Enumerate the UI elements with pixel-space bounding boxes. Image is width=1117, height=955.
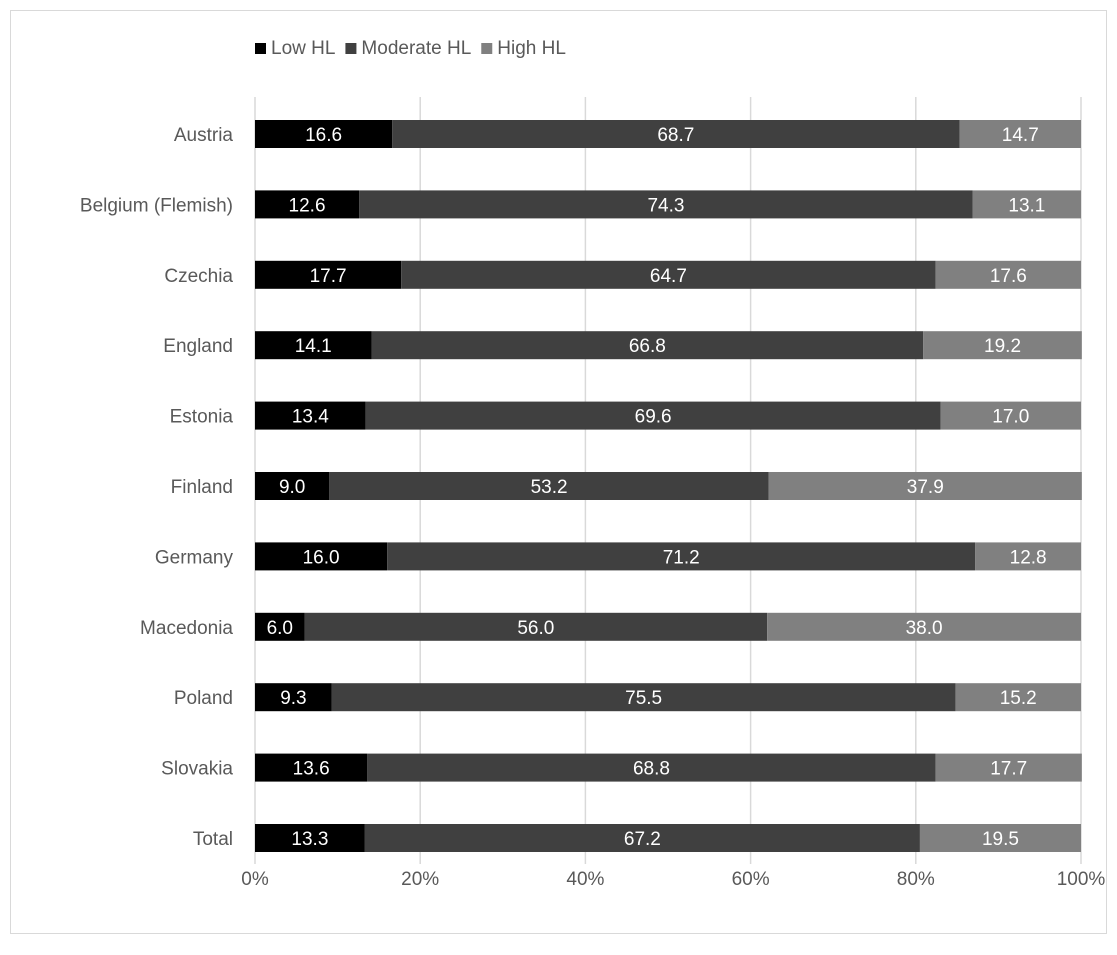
bar-macedonia-high-hl [767, 612, 1081, 641]
bar-austria-low-hl [255, 120, 393, 148]
data-label-total-high-hl: 19.5 [982, 829, 1019, 850]
data-label-belgium-flemish-high-hl: 13.1 [1008, 195, 1045, 216]
legend-swatch-moderate-hl [345, 43, 357, 54]
category-labels: Austria Belgium (Flemish) Czechia England Es… [80, 125, 234, 850]
category-label-slovakia: Slovakia [161, 759, 233, 780]
tick-label-40: 40% [566, 869, 604, 890]
data-label-slovakia-moderate-hl: 68.8 [633, 759, 670, 780]
bars [255, 120, 1082, 852]
bar-total-low-hl [255, 824, 365, 852]
category-label-austria: Austria [174, 125, 234, 146]
bar-estonia-low-hl [255, 401, 366, 430]
category-label-poland: Poland [174, 688, 233, 709]
category-label-estonia: Estonia [170, 407, 234, 428]
bar-belgium-flemish-high-hl [972, 190, 1081, 219]
category-label-england: England [163, 336, 233, 357]
category-label-total: Total [193, 829, 233, 850]
data-label-estonia-moderate-hl: 69.6 [635, 407, 672, 428]
data-label-czechia-low-hl: 17.7 [310, 266, 347, 287]
data-label-germany-moderate-hl: 71.2 [663, 547, 700, 568]
bar-finland-high-hl [768, 472, 1082, 500]
bar-estonia-high-hl [940, 401, 1081, 430]
category-label-finland: Finland [171, 477, 233, 498]
bar-czechia-high-hl [935, 260, 1081, 289]
bar-belgium-flemish-moderate-hl [359, 190, 973, 219]
bar-belgium-flemish-low-hl [255, 190, 360, 219]
bar-poland-low-hl [255, 683, 332, 712]
bar-england-moderate-hl [371, 331, 924, 360]
data-label-macedonia-high-hl: 38.0 [906, 618, 943, 639]
category-label-macedonia: Macedonia [140, 618, 233, 639]
bar-germany-low-hl [255, 542, 388, 571]
data-label-czechia-high-hl: 17.6 [990, 266, 1027, 287]
tick-label-80: 80% [897, 869, 935, 890]
data-label-austria-moderate-hl: 68.7 [657, 125, 694, 146]
data-label-macedonia-low-hl: 6.0 [267, 618, 293, 639]
bar-total-high-hl [919, 824, 1081, 852]
tick-label-60: 60% [732, 869, 770, 890]
data-label-slovakia-high-hl: 17.7 [990, 759, 1027, 780]
bar-macedonia-moderate-hl [304, 612, 768, 641]
data-label-total-moderate-hl: 67.2 [624, 829, 661, 850]
bar-germany-moderate-hl [387, 542, 976, 571]
bar-total-moderate-hl [364, 824, 920, 852]
data-label-england-low-hl: 14.1 [295, 336, 332, 357]
data-label-finland-high-hl: 37.9 [907, 477, 944, 498]
bar-slovakia-low-hl [255, 753, 368, 782]
category-label-belgium-flemish: Belgium (Flemish) [80, 195, 233, 216]
data-label-estonia-high-hl: 17.0 [992, 407, 1029, 428]
data-label-belgium-flemish-moderate-hl: 74.3 [647, 195, 684, 216]
stacked-bar-chart: 16.6 68.7 14.7 12.6 74.3 13.1 17.7 64.7 17.6 14.1… [80, 38, 1105, 890]
data-label-england-moderate-hl: 66.8 [629, 336, 666, 357]
category-label-germany: Germany [155, 547, 234, 568]
bar-slovakia-moderate-hl [367, 753, 936, 782]
tick-label-20: 20% [401, 869, 439, 890]
data-label-czechia-moderate-hl: 64.7 [650, 266, 687, 287]
data-label-total-low-hl: 13.3 [291, 829, 328, 850]
legend: Low HL Moderate HL High HL [255, 38, 566, 59]
bar-poland-moderate-hl [331, 683, 956, 712]
data-label-belgium-flemish-low-hl: 12.6 [289, 195, 326, 216]
bar-macedonia-low-hl [255, 612, 305, 641]
tick-label-0: 0% [241, 869, 269, 890]
data-label-germany-low-hl: 16.0 [303, 547, 340, 568]
data-labels: 16.6 68.7 14.7 12.6 74.3 13.1 17.7 64.7 17.6 14.1… [267, 125, 1047, 850]
legend-label-moderate-hl: Moderate HL [361, 38, 471, 59]
data-label-poland-moderate-hl: 75.5 [625, 688, 662, 709]
bar-finland-low-hl [255, 472, 330, 500]
bar-austria-high-hl [959, 120, 1081, 148]
bar-czechia-low-hl [255, 260, 402, 289]
data-label-poland-high-hl: 15.2 [1000, 688, 1037, 709]
bar-poland-high-hl [955, 683, 1081, 712]
data-label-germany-high-hl: 12.8 [1010, 547, 1047, 568]
data-label-poland-low-hl: 9.3 [280, 688, 306, 709]
bar-austria-moderate-hl [392, 120, 960, 148]
legend-label-low-hl: Low HL [271, 38, 335, 59]
legend-label-high-hl: High HL [497, 38, 566, 59]
bar-finland-moderate-hl [329, 472, 769, 500]
bar-czechia-moderate-hl [401, 260, 936, 289]
bar-slovakia-high-hl [935, 753, 1082, 782]
bar-estonia-moderate-hl [365, 401, 941, 430]
data-label-finland-low-hl: 9.0 [279, 477, 305, 498]
data-label-england-high-hl: 19.2 [984, 336, 1021, 357]
data-label-austria-high-hl: 14.7 [1002, 125, 1039, 146]
tick-label-100: 100% [1057, 869, 1106, 890]
data-label-slovakia-low-hl: 13.6 [293, 759, 330, 780]
data-label-finland-moderate-hl: 53.2 [531, 477, 568, 498]
tick-labels: 0% 20% 40% 60% 80% 100% [241, 869, 1105, 890]
data-label-estonia-low-hl: 13.4 [292, 407, 329, 428]
bar-england-low-hl [255, 331, 372, 360]
legend-swatch-low-hl [255, 43, 266, 54]
data-label-austria-low-hl: 16.6 [305, 125, 342, 146]
bar-england-high-hl [923, 331, 1082, 360]
category-label-czechia: Czechia [164, 266, 233, 287]
bar-germany-high-hl [975, 542, 1081, 571]
legend-swatch-high-hl [481, 43, 493, 54]
chart-frame: 16.6 68.7 14.7 12.6 74.3 13.1 17.7 64.7 17.6 14.1… [10, 10, 1107, 934]
data-label-macedonia-moderate-hl: 56.0 [517, 618, 554, 639]
